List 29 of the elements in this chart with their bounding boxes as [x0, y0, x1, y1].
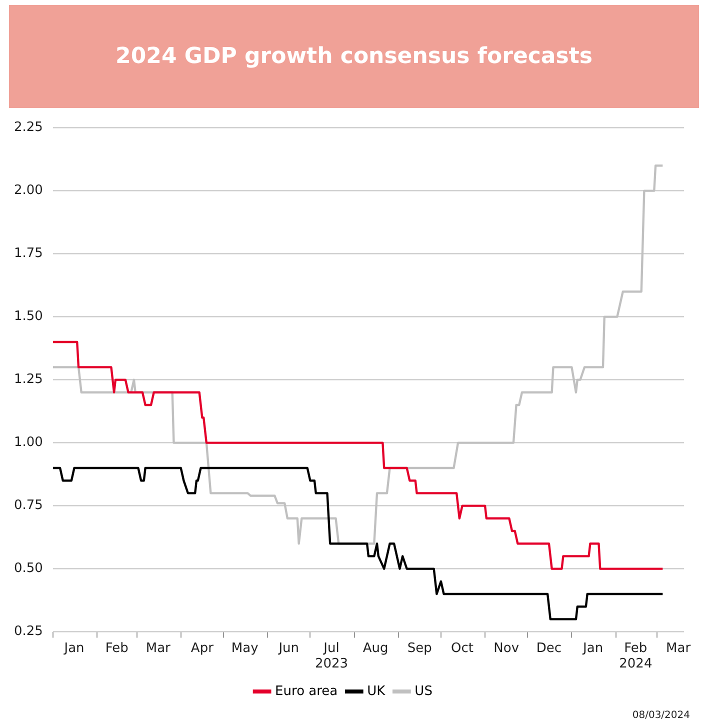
x-tick-label: Apr: [190, 640, 214, 656]
y-tick-label: 2.25: [14, 120, 43, 136]
x-tick-label: Jan: [582, 640, 604, 656]
x-tick-label: Jun: [278, 640, 300, 656]
x-tick-label: Dec: [536, 640, 562, 656]
y-tick-label: 0.50: [14, 561, 43, 576]
y-tick-label: 2.00: [14, 183, 43, 198]
y-tick-label: 1.75: [14, 246, 43, 262]
legend-label: UK: [367, 684, 386, 699]
x-tick-label: Jul 2023: [314, 640, 348, 672]
x-tick-label: Mar: [146, 640, 172, 656]
y-tick-label: 1.25: [14, 372, 43, 388]
x-tick-label: Aug: [362, 640, 388, 656]
y-tick-label: 1.00: [14, 435, 43, 450]
x-tick-label: Nov: [494, 640, 520, 656]
x-tick-label: Feb 2024: [619, 640, 652, 672]
legend-label: US: [414, 684, 432, 699]
x-tick-label: Jan: [63, 640, 84, 656]
y-tick-label: 0.25: [14, 624, 43, 640]
x-tick-label: Mar: [666, 640, 692, 656]
text: 08/03/2024: [632, 710, 690, 721]
y-tick-label: 0.75: [14, 498, 43, 514]
y-tick-label: 1.50: [14, 309, 43, 324]
x-tick-label: Feb: [105, 640, 128, 656]
x-tick-label: Oct: [451, 640, 474, 656]
x-tick-label: May: [231, 640, 259, 656]
legend-label: Euro area: [275, 684, 338, 699]
x-tick-label: Sep: [407, 640, 432, 656]
chart-title: 2024 GDP growth consensus forecasts: [9, 5, 699, 108]
